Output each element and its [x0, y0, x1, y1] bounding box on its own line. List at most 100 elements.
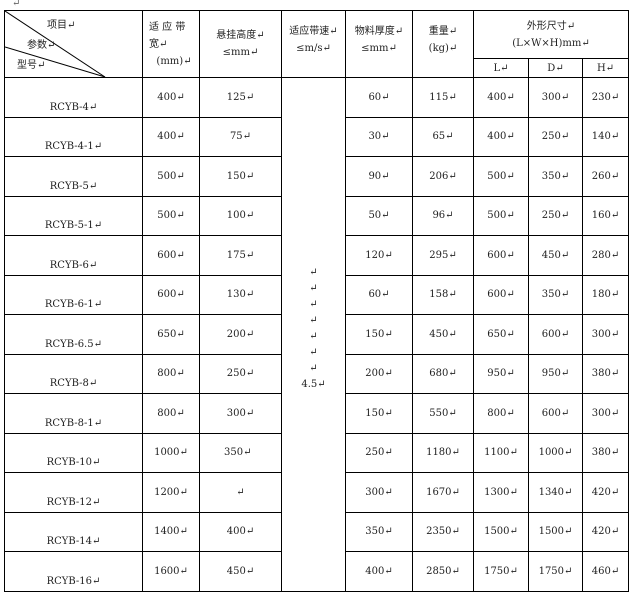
cell-material-thickness: 60↵: [345, 77, 413, 118]
cell-hang-height: 450↵: [199, 551, 282, 592]
cell-belt-width: 1000↵: [142, 432, 200, 473]
cell-material-thickness: 50↵: [345, 195, 413, 236]
cell-weight: 550↵: [412, 393, 474, 434]
cell-material-thickness: 150↵: [345, 393, 413, 434]
cell-depth: 600↵: [528, 393, 583, 434]
table-row: RCYB-5-1↵ 500↵ 100↵ 50↵ 96↵ 500↵ 250↵ 160↵: [4, 195, 629, 236]
cell-depth: 250↵: [528, 195, 583, 236]
cell-depth: 1340↵: [528, 472, 583, 513]
cell-hang-height: 400↵: [199, 511, 282, 552]
table-row: RCYB-8↵ 800↵ 250↵ 200↵ 680↵ 950↵ 950↵ 380↵: [4, 353, 629, 394]
cell-material-thickness: 90↵: [345, 156, 413, 197]
cell-depth: 300↵: [528, 77, 583, 118]
cell-belt-width: 1200↵: [142, 472, 200, 513]
header-item: 项目↵: [47, 20, 76, 31]
cell-depth: 350↵: [528, 156, 583, 197]
cell-weight: 680↵: [412, 353, 474, 394]
header-H: H↵: [582, 58, 629, 78]
diagonal-lines: [5, 11, 106, 77]
cell-weight: 2350↵: [412, 511, 474, 552]
header-L: L↵: [473, 58, 529, 78]
cell-material-thickness: 400↵: [345, 551, 413, 592]
cell-hang-height: 250↵: [199, 353, 282, 394]
cell-belt-width: 800↵: [142, 393, 200, 434]
cell-material-thickness: 300↵: [345, 472, 413, 513]
cell-hang-height: 130↵: [199, 274, 282, 315]
cell-model: RCYB-5↵: [4, 156, 143, 197]
cell-belt-width: 500↵: [142, 195, 200, 236]
cell-model: RCYB-16↵: [4, 551, 143, 592]
cell-weight: 1180↵: [412, 432, 474, 473]
cell-height: 280↵: [582, 235, 629, 276]
cell-weight: 1670↵: [412, 472, 474, 513]
cell-belt-width: 800↵: [142, 353, 200, 394]
cell-material-thickness: 30↵: [345, 116, 413, 157]
cell-model: RCYB-4-1↵: [4, 116, 143, 157]
cell-weight: 65↵: [412, 116, 474, 157]
header-hang-height: 悬挂高度↵ ≤mm↵: [199, 10, 282, 78]
cell-model: RCYB-6.5↵: [4, 314, 143, 355]
cell-material-thickness: 250↵: [345, 432, 413, 473]
cell-model: RCYB-4↵: [4, 77, 143, 118]
cell-model: RCYB-6↵: [4, 235, 143, 276]
cell-depth: 1500↵: [528, 511, 583, 552]
cell-belt-width: 600↵: [142, 274, 200, 315]
cell-hang-height: 150↵: [199, 156, 282, 197]
cell-material-thickness: 350↵: [345, 511, 413, 552]
cell-height: 420↵: [582, 511, 629, 552]
cell-height: 380↵: [582, 353, 629, 394]
paragraph-mark: ↵: [309, 315, 318, 327]
cell-belt-width: 400↵: [142, 77, 200, 118]
cell-hang-height: ↵: [199, 472, 282, 513]
table-row: RCYB-4-1↵ 400↵ 75↵ 30↵ 65↵ 400↵ 250↵ 140↵: [4, 116, 629, 157]
paragraph-mark: ↵: [309, 331, 318, 343]
table-row: RCYB-12↵ 1200↵ ↵ 300↵ 1670↵ 1300↵ 1340↵ 420↵: [4, 472, 629, 513]
belt-speed-cell: ↵ ↵ ↵ ↵ ↵ ↵ ↵ 4.5↵: [281, 77, 346, 592]
cell-material-thickness: 120↵: [345, 235, 413, 276]
header-belt-speed: 适应带速↵ ≤m/s↵: [281, 10, 346, 78]
cell-length: 500↵: [473, 156, 529, 197]
cell-model: RCYB-6-1↵: [4, 274, 143, 315]
cell-height: 460↵: [582, 551, 629, 592]
cell-depth: 250↵: [528, 116, 583, 157]
cell-length: 600↵: [473, 274, 529, 315]
cell-depth: 1000↵: [528, 432, 583, 473]
cell-depth: 350↵: [528, 274, 583, 315]
cell-depth: 1750↵: [528, 551, 583, 592]
cell-model: RCYB-8-1↵: [4, 393, 143, 434]
table-row: RCYB-10↵ 1000↵ 350↵ 250↵ 1180↵ 1100↵ 1000↵ 380↵: [4, 432, 629, 473]
cell-weight: 450↵: [412, 314, 474, 355]
table-row: RCYB-6.5↵ 650↵ 200↵ 150↵ 450↵ 650↵ 600↵ 300↵: [4, 314, 629, 355]
cell-height: 140↵: [582, 116, 629, 157]
cell-material-thickness: 60↵: [345, 274, 413, 315]
cell-height: 160↵: [582, 195, 629, 236]
diagonal-header: 项目↵ 参数↵ 型号↵: [4, 10, 143, 78]
paragraph-mark: ↵: [309, 299, 318, 311]
cell-belt-width: 500↵: [142, 156, 200, 197]
cell-hang-height: 350↵: [199, 432, 282, 473]
cell-hang-height: 100↵: [199, 195, 282, 236]
cell-model: RCYB-5-1↵: [4, 195, 143, 236]
cell-hang-height: 75↵: [199, 116, 282, 157]
cell-weight: 96↵: [412, 195, 474, 236]
cell-length: 1500↵: [473, 511, 529, 552]
cell-belt-width: 600↵: [142, 235, 200, 276]
belt-speed-value: 4.5↵: [301, 379, 326, 391]
cell-weight: 206↵: [412, 156, 474, 197]
cell-length: 600↵: [473, 235, 529, 276]
cell-model: RCYB-12↵: [4, 472, 143, 513]
header-dimensions: 外形尺寸↵ (L×W×H)mm↵: [473, 9, 629, 60]
paragraph-mark: ↵: [12, 0, 21, 9]
table-row: RCYB-5↵ 500↵ 150↵ 90↵ 206↵ 500↵ 350↵ 260↵: [4, 156, 629, 197]
cell-model: RCYB-10↵: [4, 432, 143, 473]
header-material-thickness: 物料厚度↵ ≤mm↵: [345, 10, 413, 78]
cell-height: 180↵: [582, 274, 629, 315]
cell-height: 230↵: [582, 77, 629, 118]
cell-weight: 115↵: [412, 77, 474, 118]
cell-height: 260↵: [582, 156, 629, 197]
cell-belt-width: 1600↵: [142, 551, 200, 592]
cell-length: 650↵: [473, 314, 529, 355]
cell-hang-height: 175↵: [199, 235, 282, 276]
cell-length: 1750↵: [473, 551, 529, 592]
header-param: 参数↵: [27, 40, 56, 51]
